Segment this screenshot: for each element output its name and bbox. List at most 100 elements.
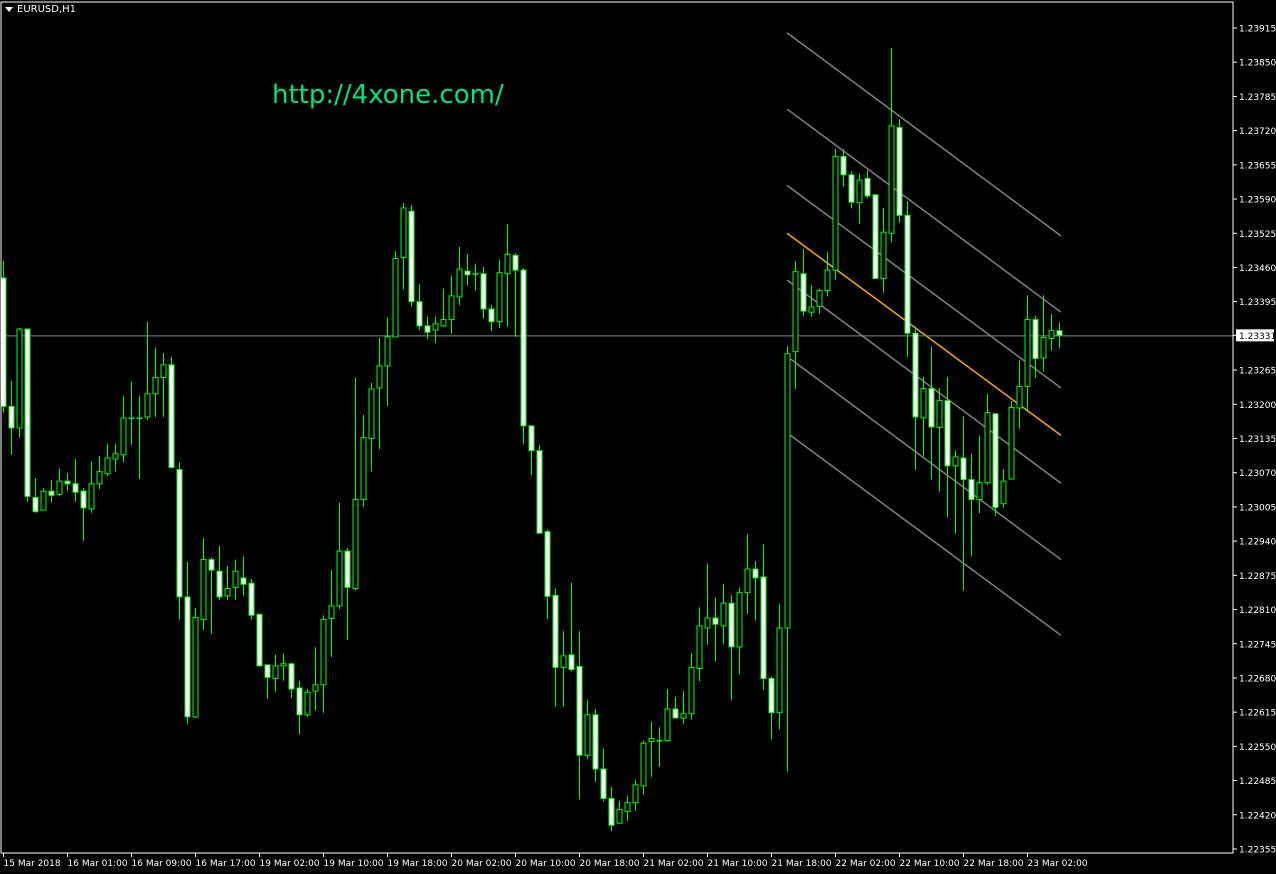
candle [576, 631, 583, 800]
bull-candle-body [1008, 406, 1015, 480]
current-price-badge [1236, 329, 1274, 342]
bear-candle-body [752, 568, 759, 579]
candle [184, 561, 191, 724]
bull-candle-body [680, 713, 687, 719]
bear-candle-body [896, 126, 903, 216]
channel-line-lower-3[interactable] [786, 432, 1062, 636]
bear-candle-body [1056, 330, 1063, 336]
time-label: 16 Mar 01:00 [68, 859, 128, 869]
time-label: 20 Mar 02:00 [452, 859, 512, 869]
bear-candle-body [0, 277, 7, 407]
candle [504, 224, 511, 327]
candle [864, 170, 871, 199]
bull-candle-body [192, 616, 199, 718]
channel-line-upper-2[interactable] [786, 108, 1062, 313]
bull-candle-body [688, 666, 695, 715]
channel-line-upper-3[interactable] [786, 32, 1062, 237]
bull-candle-body [632, 784, 639, 804]
price-label: 1.23460 [1239, 264, 1276, 274]
price-label: 1.22940 [1239, 538, 1276, 548]
candle [896, 119, 903, 223]
candle [80, 487, 87, 541]
candle [152, 347, 159, 417]
symbol-title: EURUSD,H1 [17, 4, 77, 15]
bull-candle-body [160, 364, 167, 378]
bull-candle-body [720, 602, 727, 627]
candle [688, 652, 695, 720]
candle [752, 561, 759, 621]
bull-candle-body [368, 388, 375, 439]
bull-candle-body [808, 306, 815, 313]
candle [608, 786, 615, 832]
candle [944, 376, 951, 518]
dropdown-triangle-icon[interactable] [5, 7, 13, 12]
bull-candle-body [304, 691, 311, 716]
bear-candle-body [8, 405, 15, 429]
candle [384, 317, 391, 407]
time-label: 21 Mar 02:00 [644, 859, 704, 869]
candle [696, 607, 703, 682]
candle [1024, 295, 1031, 412]
candle [712, 597, 719, 662]
bear-candle-body [256, 613, 263, 667]
bull-candle-body [200, 559, 207, 621]
bear-candle-body [528, 425, 535, 452]
candle [24, 328, 31, 502]
bull-candle-body [824, 269, 831, 292]
bear-candle-body [608, 797, 615, 826]
price-label: 1.23655 [1239, 161, 1276, 171]
candles [0, 47, 1063, 832]
candle [264, 664, 271, 700]
candle [792, 261, 799, 390]
time-label: 21 Mar 18:00 [772, 859, 832, 869]
candle [248, 579, 255, 620]
bear-candle-body [768, 677, 775, 714]
bull-candle-body [784, 353, 791, 629]
bull-candle-body [144, 393, 151, 418]
candle [928, 346, 935, 480]
candle [648, 721, 655, 777]
candle [616, 800, 623, 824]
candle [312, 647, 319, 711]
bull-candle-body [696, 625, 703, 669]
candle [600, 748, 607, 802]
candle [208, 557, 215, 634]
price-label: 1.23915 [1239, 25, 1276, 35]
candle [824, 252, 831, 297]
bull-candle-body [504, 253, 511, 275]
bull-candle-body [1024, 319, 1031, 387]
bear-candle-body [416, 301, 423, 327]
candle [1056, 322, 1063, 348]
candle [336, 502, 343, 610]
candle [680, 691, 687, 724]
bear-candle-body [424, 325, 431, 333]
candle [848, 171, 855, 209]
bull-candle-body [496, 272, 503, 323]
bull-candle-body [792, 271, 799, 353]
bear-candle-body [464, 270, 471, 276]
chart-title[interactable]: EURUSD,H1 [5, 4, 76, 15]
candle [240, 556, 247, 596]
candle [640, 740, 647, 795]
bear-candle-body [176, 469, 183, 598]
regression-channel[interactable] [786, 32, 1062, 636]
bull-candle-body [56, 480, 63, 495]
candle [664, 689, 671, 742]
bull-candle-body [104, 457, 111, 475]
channel-line-lower-2[interactable] [786, 355, 1062, 561]
candle [488, 304, 495, 332]
price-label: 1.23720 [1239, 127, 1276, 137]
bull-candle-body [432, 323, 439, 331]
candle [728, 595, 735, 701]
price-axis[interactable]: 1.23915 1.23850 1.23785 1.23720 1.23655 1.235… [1233, 25, 1276, 856]
bear-candle-body [968, 479, 975, 501]
candle [136, 395, 143, 480]
candle [544, 529, 551, 620]
bull-candle-body [88, 483, 95, 510]
candle [416, 284, 423, 331]
bear-candle-body [520, 269, 527, 427]
bear-candle-body [552, 594, 559, 668]
candle [112, 443, 119, 472]
time-axis[interactable]: 15 Mar 2018 16 Mar 01:00 16 Mar 09:00 16 Ma… [3, 853, 1088, 869]
